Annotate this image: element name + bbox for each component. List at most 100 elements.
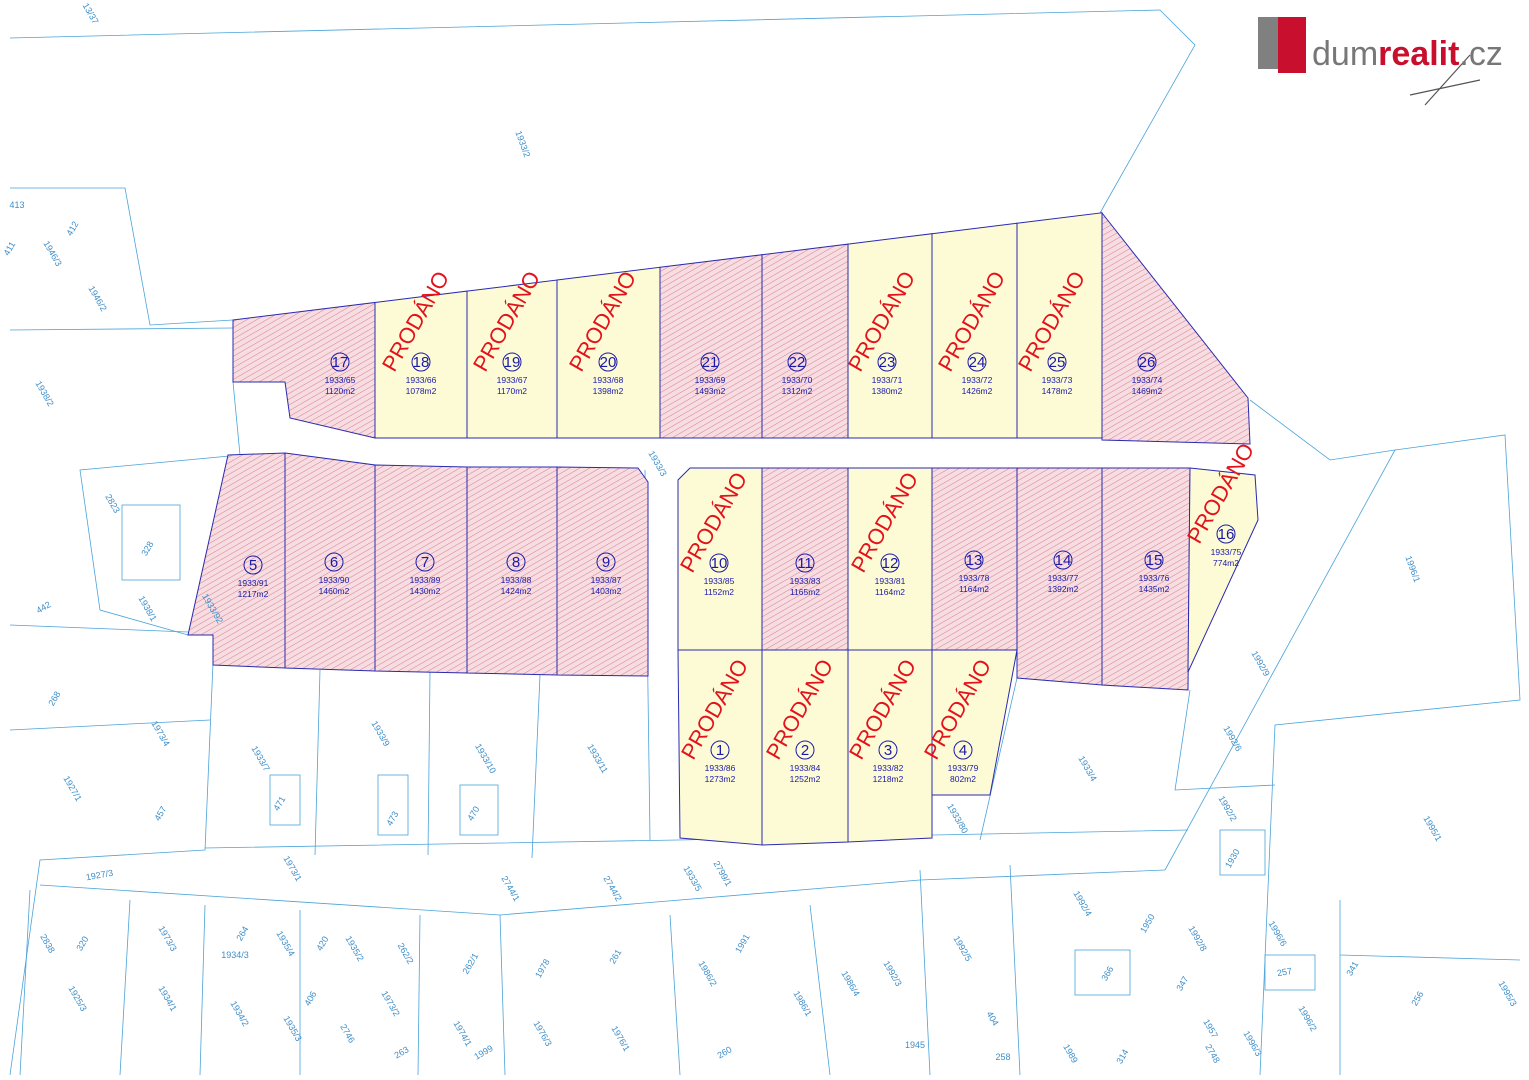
parcel-label: 1934/3 (221, 950, 249, 960)
plot-parcel: 1933/75 (1211, 547, 1242, 557)
logo-part: dum (1312, 35, 1378, 73)
parcel-label: 1992/9 (1249, 649, 1271, 678)
parcel-label: 1930 (1223, 847, 1242, 869)
plot-number-circle (411, 352, 431, 372)
plot-number-circle (709, 553, 729, 573)
parcel-label: 1992/3 (881, 959, 903, 988)
parcel-label: 473 (384, 809, 400, 827)
parcel-label: 1996/3 (1241, 1029, 1263, 1058)
plot-parcel: 1933/73 (1042, 375, 1073, 385)
parcel-label: 1992/4 (1071, 889, 1093, 918)
plot-number-circle (415, 552, 435, 572)
plot-area-label: 802m2 (950, 774, 976, 784)
parcel-label: 1927/3 (85, 868, 114, 883)
parcel-label: 470 (465, 804, 481, 822)
plot-parcel: 1933/82 (873, 763, 904, 773)
plot-number: 2 (801, 742, 809, 759)
plot-area-label: 1165m2 (790, 587, 820, 597)
plot-area-label: 1152m2 (704, 587, 734, 597)
parcel-label: 347 (1174, 974, 1190, 992)
parcel-label: 1992/5 (951, 934, 973, 963)
plot-area-label: 1426m2 (962, 386, 993, 396)
logo-text: dumrealit.cz (1312, 35, 1503, 73)
plot-number: 21 (702, 354, 719, 371)
plot-number: 7 (421, 554, 429, 571)
parcel-label: 457 (152, 804, 168, 822)
parcel-label: 1933/80 (945, 802, 970, 835)
plot-parcel: 1933/66 (406, 375, 437, 385)
parcel-label: 264 (234, 924, 250, 942)
plot-area-label: 1478m2 (1042, 386, 1073, 396)
plot-area (187, 452, 286, 669)
plot-number-circle (243, 555, 263, 575)
plot-number: 9 (602, 554, 610, 571)
plot-number-circle (967, 352, 987, 372)
plot-parcel: 1933/84 (790, 763, 821, 773)
parcel-label: 1996/2 (1296, 1004, 1318, 1033)
plot-number: 16 (1218, 526, 1235, 543)
parcel-label: 442 (34, 599, 52, 615)
parcel-label: 1991 (733, 932, 752, 954)
plot-number-circle (598, 352, 618, 372)
plot-number-circle (1053, 550, 1073, 570)
plot-number-circle (795, 740, 815, 760)
parcel-label: 404 (985, 1009, 1001, 1027)
parcel-label: 412 (64, 219, 80, 237)
plot-area-label: 1273m2 (705, 774, 736, 784)
parcel-label: 1927/1 (61, 774, 83, 803)
parcel-label: 2744/2 (601, 874, 623, 903)
plot-parcel: 1933/76 (1139, 573, 1170, 583)
plot-number: 3 (884, 742, 892, 759)
plot-number: 26 (1139, 354, 1156, 371)
parcel-label: 260 (715, 1044, 733, 1060)
plot-area (556, 466, 649, 677)
plot-parcel: 1933/77 (1048, 573, 1079, 583)
parcel-label: 420 (314, 934, 330, 952)
parcel-label: 1986/2 (696, 959, 718, 988)
plot-area (1101, 211, 1251, 445)
plot-parcel: 1933/72 (962, 375, 993, 385)
parcel-label: 1925/3 (66, 984, 88, 1013)
parcel-label: 1973/2 (379, 989, 401, 1018)
plot-number: 17 (332, 354, 349, 371)
parcel-label: 1999 (472, 1043, 494, 1062)
parcel-label: 413 (9, 200, 24, 210)
plot-parcel: 1933/87 (591, 575, 622, 585)
parcel-label: 1992/6 (1221, 724, 1243, 753)
parcel-label: 2799/1 (711, 859, 733, 888)
plot-number-circle (880, 553, 900, 573)
parcel-label: 341 (1344, 959, 1360, 977)
plot-number-circle (1137, 352, 1157, 372)
logo-part: realit (1378, 35, 1459, 73)
plot-area (1187, 467, 1259, 673)
parcel-label: 2744/1 (499, 874, 521, 903)
plot-number-circle (953, 740, 973, 760)
parcel-label: 1974/1 (451, 1019, 473, 1048)
plot-parcel: 1933/91 (238, 578, 269, 588)
parcel-label: 1973/3 (156, 924, 178, 953)
parcel-label: 1995/1 (1421, 814, 1443, 843)
plot-parcel: 1933/65 (325, 375, 356, 385)
parcel-label: 1934/1 (156, 984, 178, 1013)
plot-number: 4 (959, 742, 967, 759)
parcel-label: 1978 (533, 957, 552, 979)
parcel-label: 1938/2 (33, 379, 55, 408)
parcel-label: 320 (74, 934, 90, 952)
plot-number-circle (330, 352, 350, 372)
plot-area (761, 243, 849, 439)
parcel-label: 1986/1 (791, 989, 813, 1018)
